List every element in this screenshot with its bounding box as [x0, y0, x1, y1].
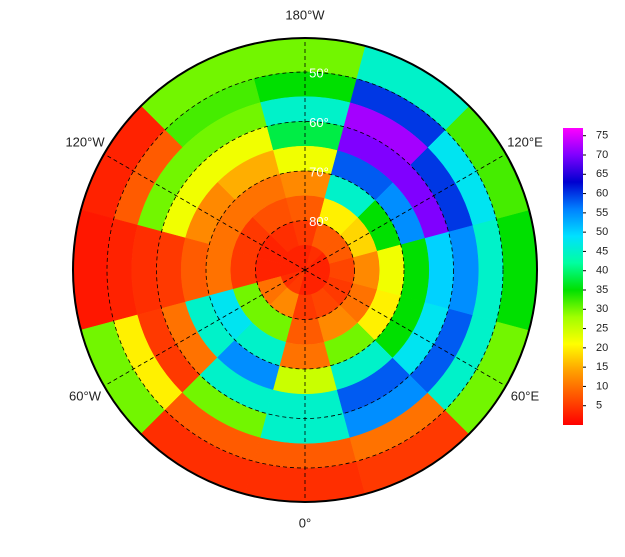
longitude-label: 120°E — [507, 134, 543, 149]
meridian-line — [103, 269, 306, 387]
data-cell — [400, 237, 429, 303]
colorbar-tick-label: 55 — [596, 207, 608, 219]
colorbar — [563, 128, 583, 425]
data-cell — [205, 244, 234, 296]
colorbar-tick-label: 45 — [596, 245, 608, 257]
colorbar-tick-label: 75 — [596, 130, 608, 142]
longitude-label: 180°W — [285, 7, 325, 22]
data-cell — [230, 250, 258, 290]
data-cell — [287, 269, 306, 295]
colorbar-tick-label: 50 — [596, 226, 608, 238]
colorbar-tick-label: 35 — [596, 284, 608, 296]
latitude-label: 60° — [309, 115, 329, 130]
longitude-label: 120°W — [65, 134, 105, 149]
map-border — [72, 37, 538, 503]
colorbar-tick-label: 10 — [596, 380, 608, 392]
colorbar-tick-label: 5 — [596, 400, 602, 412]
meridian-line — [304, 269, 507, 387]
latitude-label: 70° — [309, 164, 329, 179]
colorbar-tick-label: 60 — [596, 187, 608, 199]
colorbar-tick-label: 65 — [596, 168, 608, 180]
data-cell — [181, 237, 210, 303]
longitude-label: 60°E — [511, 388, 540, 403]
meridian-line — [103, 153, 306, 271]
colorbar-tick-label: 20 — [596, 342, 608, 354]
colorbar-tick-label: 70 — [596, 149, 608, 161]
data-cell — [376, 244, 405, 296]
longitude-label: 0° — [299, 515, 311, 530]
colorbar-tick-label: 30 — [596, 303, 608, 315]
colorbar-tick-label: 25 — [596, 322, 608, 334]
latitude-label: 80° — [309, 214, 329, 229]
meridian-line — [304, 153, 507, 271]
data-cell — [352, 250, 380, 290]
colorbar-tick-label: 40 — [596, 265, 608, 277]
colorbar-tick-label: 15 — [596, 361, 608, 373]
longitude-label: 60°W — [69, 388, 102, 403]
latitude-label: 50° — [309, 65, 329, 80]
